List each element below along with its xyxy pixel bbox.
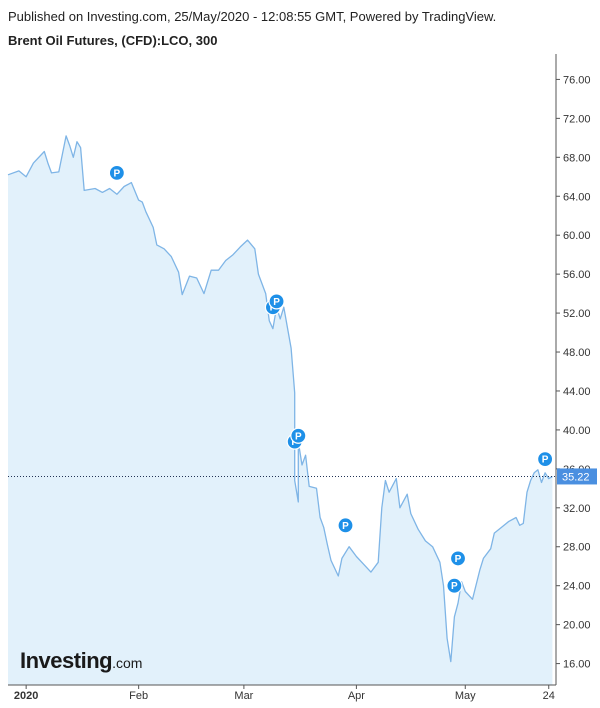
event-marker-circle — [108, 164, 125, 181]
event-marker-label: P — [342, 521, 349, 532]
event-marker[interactable]: P — [337, 517, 354, 534]
price-area-fill — [8, 135, 553, 685]
y-tick-label: 48.00 — [563, 347, 591, 359]
y-tick-label: 60.00 — [563, 230, 591, 242]
event-marker-label: P — [451, 581, 458, 592]
x-tick-label: 2020 — [14, 690, 38, 702]
y-tick-label: 24.00 — [563, 581, 591, 593]
marker-layer: PPPPPPPPP — [108, 164, 554, 594]
event-marker-label: P — [114, 168, 121, 179]
line-layer — [7, 135, 553, 663]
event-marker-circle — [449, 550, 467, 567]
last-price-badge — [557, 468, 597, 485]
y-tick-label: 16.00 — [563, 659, 591, 671]
y-tick-label: 20.00 — [563, 620, 591, 632]
logo-suffix-text: .com — [112, 655, 143, 671]
y-tick-label: 76.00 — [563, 74, 591, 86]
y-tick-label: 40.00 — [563, 425, 591, 437]
event-marker-circle — [268, 293, 285, 310]
y-tick-label: 52.00 — [563, 308, 591, 320]
y-tick-label: 56.00 — [563, 269, 591, 281]
x-tick-label: Feb — [129, 690, 148, 702]
event-marker[interactable]: P — [290, 427, 307, 444]
x-tick-label: 24 — [543, 690, 555, 702]
event-marker-label: P — [455, 554, 462, 565]
y-tick-label: 68.00 — [563, 152, 591, 164]
last-price-label: 35.22 — [562, 471, 590, 483]
y-tick-label: 44.00 — [563, 386, 591, 398]
event-marker-label: P — [542, 455, 549, 466]
published-info: Published on Investing.com, 25/May/2020 … — [8, 9, 497, 24]
event-marker-label: P — [295, 431, 302, 442]
x-tick-label: Apr — [348, 690, 365, 702]
y-tick-label: 28.00 — [563, 542, 591, 554]
event-marker-circle — [290, 427, 307, 444]
investing-logo: Investing.com — [20, 648, 142, 674]
event-marker[interactable]: P — [449, 550, 467, 567]
chart-title: Brent Oil Futures, (CFD):LCO, 300 — [8, 33, 218, 48]
event-marker-circle — [537, 451, 554, 468]
event-marker[interactable]: P — [537, 451, 554, 468]
y-tick-label: 64.00 — [563, 191, 591, 203]
logo-main-text: Investing — [20, 648, 113, 673]
event-marker[interactable]: P — [108, 164, 125, 181]
price-line — [7, 135, 553, 663]
x-tick-label: Mar — [234, 690, 253, 702]
axes-layer: 16.0020.0024.0028.0032.0036.0040.0044.00… — [8, 54, 597, 702]
y-tick-label: 72.00 — [563, 113, 591, 125]
event-marker-circle — [446, 577, 463, 594]
event-marker-circle — [337, 517, 354, 534]
event-marker[interactable]: P — [268, 293, 285, 310]
event-marker[interactable]: P — [446, 577, 463, 594]
area-layer — [8, 135, 553, 685]
event-marker-label: P — [273, 297, 280, 308]
y-tick-label: 32.00 — [563, 503, 591, 515]
x-tick-label: May — [455, 690, 476, 702]
chart-header: Published on Investing.com, 25/May/2020 … — [8, 8, 592, 50]
